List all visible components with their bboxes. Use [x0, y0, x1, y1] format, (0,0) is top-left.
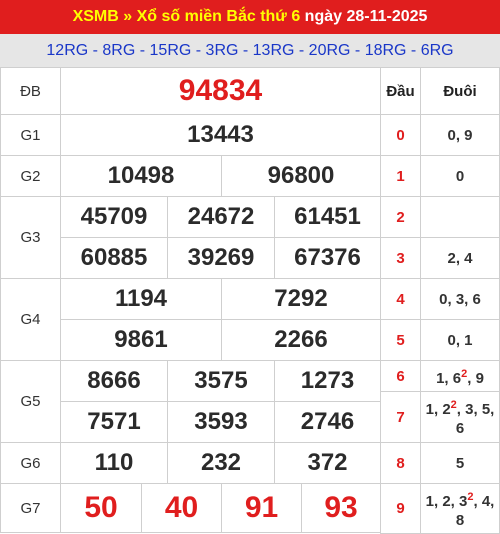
prize-g3-1: 45709: [60, 196, 168, 238]
loto-head-digit: 4: [380, 278, 421, 320]
prize-g7-4: 93: [301, 483, 381, 533]
results-header: XSMB » Xổ số miền Bắc thứ 6 ngày 28-11-2…: [0, 0, 500, 34]
label-g6: G6: [0, 442, 61, 484]
prize-g3-3: 61451: [274, 196, 381, 238]
prize-g6-1: 110: [60, 442, 168, 484]
loto-tail-digits: 2, 4: [420, 237, 500, 279]
loto-tail-digits: 5: [420, 442, 500, 484]
prize-g5-1: 8666: [60, 360, 168, 402]
prize-g5-3: 1273: [274, 360, 381, 402]
label-g1: G1: [0, 114, 61, 156]
label-g2: G2: [0, 155, 61, 197]
loto-head-digit: 2: [380, 196, 421, 238]
label-g7: G7: [0, 483, 61, 533]
loto-head-digit: 7: [380, 391, 421, 443]
loto-head-digit: 3: [380, 237, 421, 279]
prize-g4-4: 2266: [221, 319, 381, 361]
loto-tail-digits: 0: [420, 155, 500, 197]
prize-g2-2: 96800: [221, 155, 381, 197]
loto-tail-header: Đuôi: [420, 67, 500, 115]
prize-g6-2: 232: [167, 442, 275, 484]
results-table: ĐB 94834 G1 13443 G2 10498 96800 G3 4570…: [0, 67, 500, 534]
loto-tail-digits: 0, 9: [420, 114, 500, 156]
prize-g4-2: 7292: [221, 278, 381, 320]
loto-head-digit: 9: [380, 483, 421, 534]
header-title: XSMB » Xổ số miền Bắc thứ 6: [72, 8, 305, 25]
prize-g4-3: 9861: [60, 319, 222, 361]
prize-g4-1: 1194: [60, 278, 222, 320]
special-codes: 12RG - 8RG - 15RG - 3RG - 13RG - 20RG - …: [0, 34, 500, 67]
label-g3: G3: [0, 196, 61, 279]
loto-head-digit: 5: [380, 319, 421, 361]
prize-g3-6: 67376: [274, 237, 381, 279]
prize-g6-3: 372: [274, 442, 381, 484]
prize-g3-4: 60885: [60, 237, 168, 279]
prize-g5-6: 2746: [274, 401, 381, 443]
prize-g3-2: 24672: [167, 196, 275, 238]
prize-g3-5: 39269: [167, 237, 275, 279]
loto-tail-digits: [420, 196, 500, 238]
loto-head-digit: 1: [380, 155, 421, 197]
header-date: ngày 28-11-2025: [304, 8, 428, 25]
loto-tail-digits: 1, 62, 9: [420, 360, 500, 392]
prize-g1: 13443: [60, 114, 381, 156]
prize-g5-4: 7571: [60, 401, 168, 443]
loto-tail-digits: 1, 22, 3, 5, 6: [420, 391, 500, 443]
prize-g7-3: 91: [221, 483, 302, 533]
loto-head-header: Đầu: [380, 67, 421, 115]
prize-g5-5: 3593: [167, 401, 275, 443]
loto-head-digit: 8: [380, 442, 421, 484]
prize-g5-2: 3575: [167, 360, 275, 402]
label-g4: G4: [0, 278, 61, 361]
loto-tail-digits: 0, 1: [420, 319, 500, 361]
prize-g7-2: 40: [141, 483, 222, 533]
prize-g7-1: 50: [60, 483, 142, 533]
label-g5: G5: [0, 360, 61, 443]
loto-tail-digits: 1, 2, 32, 4, 8: [420, 483, 500, 534]
loto-head-digit: 6: [380, 360, 421, 392]
loto-head-digit: 0: [380, 114, 421, 156]
label-db: ĐB: [0, 67, 61, 115]
prize-g2-1: 10498: [60, 155, 222, 197]
loto-tail-digits: 0, 3, 6: [420, 278, 500, 320]
prize-db: 94834: [60, 67, 381, 115]
